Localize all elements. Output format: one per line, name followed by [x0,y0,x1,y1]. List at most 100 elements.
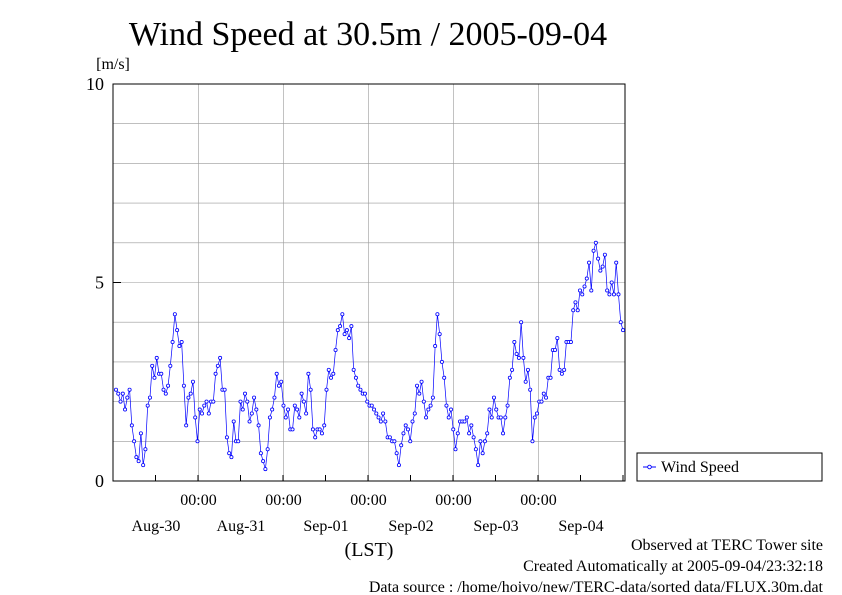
data-point [498,415,503,420]
data-point [584,276,589,281]
series-line [115,242,624,470]
data-point [132,439,137,444]
data-point [519,320,524,325]
data-point [215,363,220,368]
data-point [356,383,361,388]
data-point [362,391,367,396]
y-axis: 0 5 10 [86,74,121,491]
data-point [419,379,424,384]
data-point [358,387,363,392]
data-point [489,415,494,420]
data-point [276,383,281,388]
data-point [351,367,356,372]
data-point [462,419,467,424]
legend-marker [647,464,652,470]
data-point [437,332,442,337]
data-point [319,431,324,436]
data-point [206,411,211,416]
data-point [279,379,284,384]
data-point [125,395,130,400]
data-point [541,391,546,396]
legend: Wind Speed [636,452,823,482]
data-point [467,431,472,436]
data-point [600,264,605,269]
data-point [387,435,392,440]
data-point [480,451,485,456]
data-point [342,332,347,337]
data-point [374,411,379,416]
data-point [152,375,157,380]
data-point [222,387,227,392]
data-point [392,439,397,444]
data-point [476,463,481,468]
data-point [405,427,410,432]
data-point [263,467,268,472]
data-point [141,463,146,468]
data-point [138,431,143,436]
data-point [299,391,304,396]
data-point [295,407,300,412]
data-point [521,355,526,360]
data-point [430,395,435,400]
data-point [283,415,288,420]
data-point [394,451,399,456]
data-point [399,443,404,448]
data-point [571,308,576,313]
data-point [575,308,580,313]
data-point [211,399,216,404]
x-date-label: Aug-31 [217,518,266,535]
data-point [544,395,549,400]
data-point [245,399,250,404]
data-point [614,260,619,265]
data-point [501,431,506,436]
x-time-label: 00:00 [520,492,556,509]
data-point [229,455,234,460]
data-point [417,391,422,396]
data-point [589,288,594,293]
data-point [369,403,374,408]
data-point [412,411,417,416]
data-point [598,268,603,273]
data-point [270,407,275,412]
data-point [261,459,266,464]
data-point [582,284,587,289]
data-point [168,363,173,368]
data-point [195,439,200,444]
data-point [539,399,544,404]
data-point [548,375,553,380]
data-point [516,355,521,360]
data-point [317,427,322,432]
data-point [609,280,614,285]
data-point [401,431,406,436]
x-time-label: 00:00 [265,492,301,509]
data-point [491,395,496,400]
data-point [528,387,533,392]
data-point [611,292,616,297]
data-point [580,292,585,297]
data-point [154,355,159,360]
data-point [503,415,508,420]
data-point [534,411,539,416]
data-point [471,435,476,440]
data-point [485,431,490,436]
x-axis: 00:00 00:00 00:00 00:00 00:00 Aug-30 Aug-31 Sep… [132,475,624,535]
data-point [410,419,415,424]
data-point [290,427,295,432]
data-point [114,387,119,392]
data-point [256,423,261,428]
data-point [170,340,175,345]
data-point [204,399,209,404]
y-tick-label: 10 [86,74,104,94]
data-point [487,407,492,412]
data-point [464,415,469,420]
data-point [188,391,193,396]
data-point [439,359,444,364]
data-point [424,415,429,420]
data-point [446,415,451,420]
data-point [281,403,286,408]
data-point [593,240,598,245]
data-point [123,407,128,412]
x-date-label: Sep-03 [473,518,518,535]
data-point [197,407,202,412]
data-point [469,423,474,428]
